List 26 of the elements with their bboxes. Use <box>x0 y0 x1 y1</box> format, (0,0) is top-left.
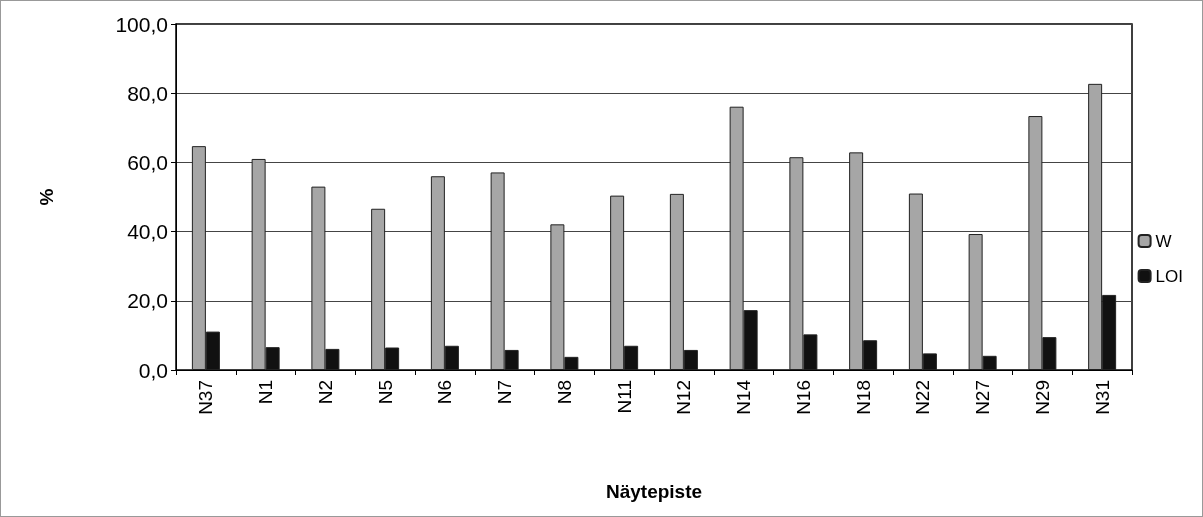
x-tick-label: N37 <box>195 380 217 415</box>
y-tick-label: 100,0 <box>115 12 168 36</box>
x-axis-title: Näytepiste <box>605 481 703 502</box>
x-tick-label: N7 <box>494 380 516 405</box>
x-tick-label: N8 <box>553 380 575 405</box>
y-tick-label: 60,0 <box>127 150 168 174</box>
x-tick-label: N27 <box>972 380 994 415</box>
x-tick-label: N6 <box>434 380 456 405</box>
y-tick-label: 20,0 <box>127 289 168 313</box>
legend-label: W <box>1155 231 1172 251</box>
y-tick-label: 80,0 <box>127 81 168 105</box>
y-axis-title: % <box>36 188 57 206</box>
x-tick-label: N5 <box>374 380 396 405</box>
x-tick-label: N11 <box>613 380 635 414</box>
y-tick-label: 40,0 <box>127 220 168 244</box>
y-tick-label: 0,0 <box>138 358 168 382</box>
x-tick-label: N22 <box>912 380 934 415</box>
x-tick-label: N31 <box>1091 380 1113 415</box>
x-tick-label: N2 <box>314 380 336 405</box>
x-tick-label: N14 <box>733 379 755 415</box>
x-tick-label: N18 <box>852 380 874 415</box>
x-tick-label: N29 <box>1031 380 1053 415</box>
x-tick-label: N12 <box>673 380 695 415</box>
legend-label: LOI <box>1155 266 1184 286</box>
x-tick-label: N1 <box>255 380 277 405</box>
x-tick-label: N16 <box>792 380 814 415</box>
